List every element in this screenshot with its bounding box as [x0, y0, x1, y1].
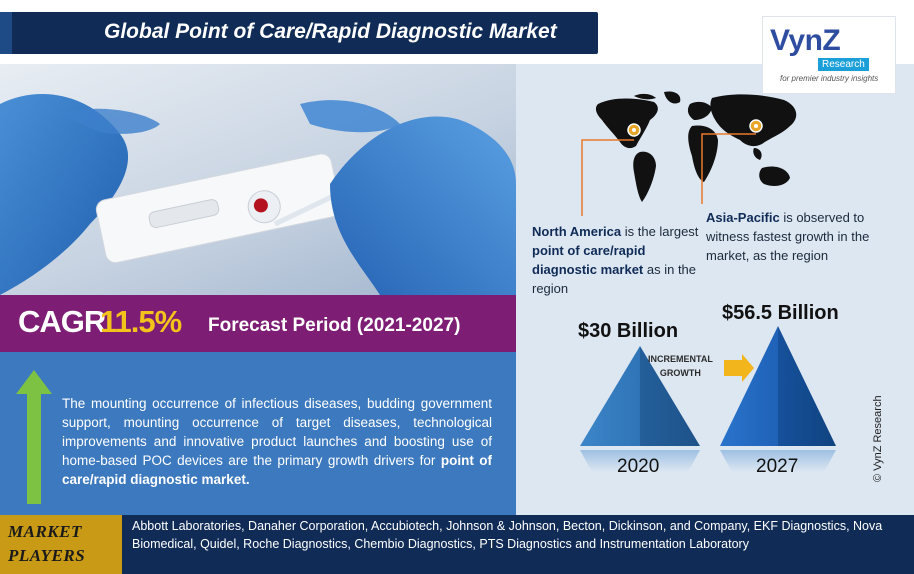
- title-banner: [0, 12, 598, 54]
- market-players-bar: [0, 515, 914, 574]
- growth-pyramids: [580, 326, 836, 472]
- year-2027-label: 2027: [756, 456, 799, 477]
- cagr-value: 11.5%: [100, 304, 182, 339]
- pyramid-2020-base: [580, 450, 700, 472]
- test-cassette-shape: [95, 153, 342, 264]
- incremental-line-2: GROWTH: [659, 368, 701, 378]
- market-players-list: Abbott Laboratories, Danaher Corporation…: [132, 519, 883, 551]
- right-glove-shape: [330, 116, 516, 295]
- copyright-text: © VynZ Research: [872, 395, 884, 482]
- market-value-2020: $30 Billion: [578, 320, 679, 342]
- forecast-period: Forecast Period (2021-2027): [208, 315, 461, 336]
- cagr-band: [0, 295, 516, 352]
- logo-brand: VynZ: [770, 24, 841, 57]
- vynz-logo: [762, 16, 896, 94]
- north-america-highlight: point of care/rapid diagnostic market: [532, 243, 646, 277]
- left-glove-shape: [0, 94, 129, 295]
- growth-drivers-text: The mounting occurrence of infectious di…: [62, 394, 492, 489]
- up-arrow-icon: [16, 370, 52, 504]
- asia-pacific-name: Asia-Pacific: [706, 210, 780, 225]
- market-value-2027: $56.5 Billion: [722, 302, 839, 324]
- logo-tagline: for premier industry insights: [780, 74, 879, 83]
- north-america-text-2: as in the region: [532, 262, 697, 296]
- north-america-name: North America: [532, 224, 622, 239]
- pyramid-2027-base: [720, 450, 836, 472]
- cagr-label: CAGR: [18, 304, 106, 339]
- rapid-test-photo: [0, 64, 516, 295]
- year-2020-label: 2020: [617, 456, 660, 477]
- world-map-icon: [595, 91, 797, 202]
- incremental-line-1: INCREMENTAL: [648, 354, 713, 364]
- growth-drivers-panel: [0, 352, 516, 515]
- market-players-label-box: [0, 515, 122, 574]
- north-america-text-1: is the largest: [621, 224, 699, 239]
- incremental-growth-label: INCREMENTAL GROWTH: [648, 352, 713, 380]
- asia-pacific-text: Asia-Pacific is observed to witness fast…: [706, 208, 896, 265]
- growth-drivers-highlight: point of care/rapid diagnostic market.: [62, 453, 492, 487]
- pyramid-2020: [580, 346, 700, 446]
- north-america-text: North America is the largest point of ca…: [532, 222, 702, 298]
- region-connector-lines: [581, 133, 756, 216]
- market-players-label-1: MARKET: [8, 522, 82, 541]
- title-banner-accent: [0, 12, 12, 54]
- pyramid-2027: [720, 326, 836, 446]
- logo-sub: Research: [818, 58, 869, 71]
- location-pins: [627, 119, 763, 137]
- asia-pacific-body: is observed to witness fastest growth in…: [706, 210, 870, 263]
- test-kit-illustration: [0, 94, 516, 295]
- growth-drivers-body: The mounting occurrence of infectious di…: [62, 396, 492, 468]
- incremental-growth-arrow-icon: [724, 354, 754, 382]
- market-players-label-2: PLAYERS: [8, 546, 86, 565]
- market-players-label: MARKET PLAYERS: [8, 520, 85, 568]
- page-title: Global Point of Care/Rapid Diagnostic Ma…: [104, 20, 557, 43]
